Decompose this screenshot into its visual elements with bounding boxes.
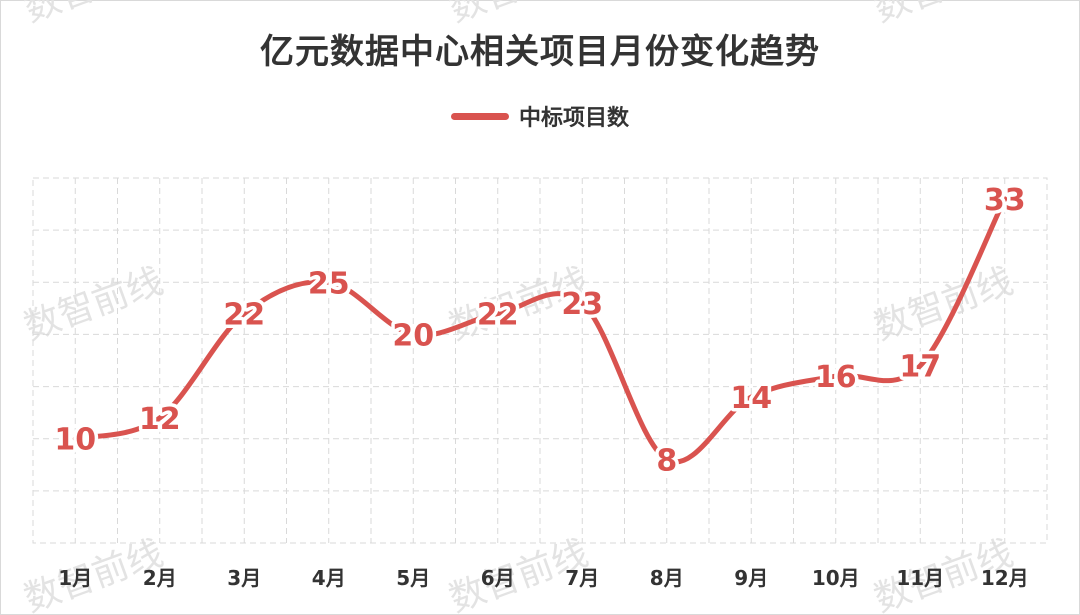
data-label-text: 23 [561,287,603,322]
data-label: 88 [653,440,681,482]
data-label-text: 22 [477,298,519,333]
watermark-text: 数智前线 [869,0,1018,30]
watermark-text: 数智前线 [19,261,168,349]
x-tick-label: 3月 [227,566,261,590]
x-tick-label: 10月 [812,566,860,590]
data-label-halo: 16 [815,360,857,395]
x-tick-label: 5月 [396,566,430,590]
chart-title: 亿元数据中心相关项目月份变化趋势 [260,32,820,72]
data-label-text: 22 [223,298,265,333]
data-label-halo: 22 [223,298,265,333]
x-tick-labels: 1月 2月 3月 4月 5月 6月 7月 8月 9月 10月 11月 12月 [58,566,1028,590]
series-line [72,196,1008,465]
x-tick-label: 12月 [981,566,1029,590]
watermark-text: 数智前线 [19,0,168,30]
x-tick-label: 2月 [143,566,177,590]
data-label-halo: 20 [392,318,434,353]
data-label-text: 10 [54,423,96,458]
data-label-halo: 17 [899,350,941,385]
data-label-halo: 12 [139,402,181,437]
grid [32,177,1048,544]
x-tick-label: 11月 [896,566,944,590]
data-label-halo: 33 [984,183,1026,218]
data-label-halo: 8 [656,444,677,479]
data-label-halo: 23 [561,287,603,322]
legend-swatch [450,112,509,120]
watermark-text: 数智前线 [444,0,593,30]
data-label-halo: 22 [477,298,519,333]
x-tick-label: 6月 [481,566,515,590]
x-tick-label: 7月 [565,566,599,590]
data-label-text: 33 [984,183,1026,218]
x-tick-label: 1月 [58,566,92,590]
data-label-halo: 25 [308,266,350,301]
data-label-text: 8 [656,444,677,479]
x-tick-label: 4月 [312,566,346,590]
data-label-halo: 10 [54,423,96,458]
data-label-text: 20 [392,318,434,353]
data-label-text: 12 [139,402,181,437]
data-label-text: 25 [308,266,350,301]
x-tick-label: 8月 [650,566,684,590]
data-label-text: 14 [730,381,772,416]
data-label-text: 17 [899,350,941,385]
data-label-halo: 14 [730,381,772,416]
x-tick-label: 9月 [734,566,768,590]
legend-label: 中标项目数 [518,106,629,131]
data-label-text: 16 [815,360,857,395]
legend: 中标项目数 [0,100,1080,132]
